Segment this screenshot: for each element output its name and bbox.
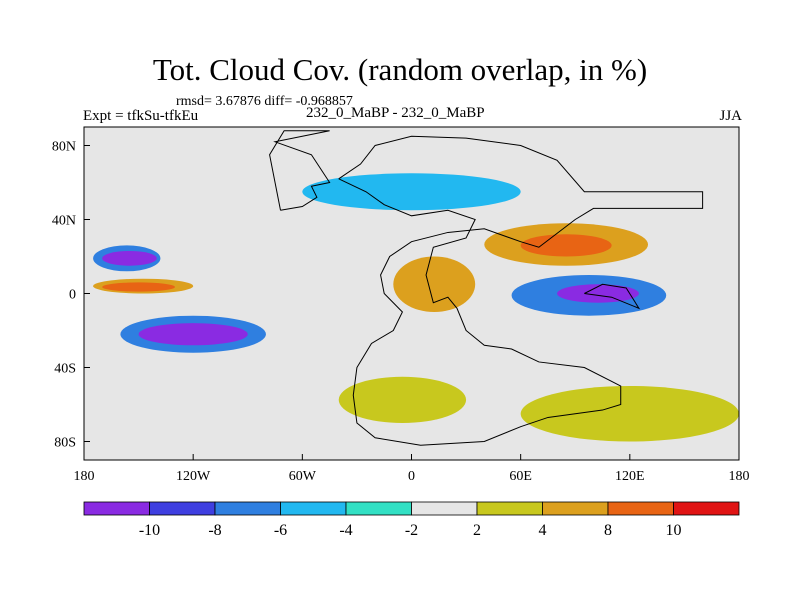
x-axis: 180 120W 60W 0 60E 120E 180 xyxy=(74,454,750,484)
x-tick-label: 120E xyxy=(615,469,645,484)
x-tick-label: 180 xyxy=(729,469,750,484)
colorbar-swatch xyxy=(411,501,478,516)
anomaly-region xyxy=(138,323,248,346)
colorbar-swatch xyxy=(345,501,412,516)
colorbar-label: -10 xyxy=(139,522,160,539)
x-tick-label: 60W xyxy=(289,469,317,484)
x-tick-label: 180 xyxy=(74,469,95,484)
anomaly-region xyxy=(520,386,739,442)
colorbar-swatch xyxy=(607,501,674,516)
x-tick-label: 120W xyxy=(176,469,211,484)
colorbar-swatch xyxy=(83,501,150,516)
anomaly-region xyxy=(302,173,521,211)
anomaly-region xyxy=(102,250,157,266)
y-tick-label: 80N xyxy=(52,140,76,155)
colorbar-label: -4 xyxy=(339,522,352,539)
colorbar-swatch xyxy=(542,501,609,516)
anomaly-region xyxy=(338,376,467,423)
colorbar-swatch xyxy=(476,501,543,516)
colorbar-swatch xyxy=(280,501,347,516)
colorbar-swatch xyxy=(149,501,216,516)
colorbar-swatch xyxy=(214,501,281,516)
colorbar-label: -6 xyxy=(274,522,287,539)
experiment-label: Expt = tfkSu-tfkEu xyxy=(83,108,199,124)
anomaly-region xyxy=(393,256,476,312)
colorbar: -10 -8 -6 -4 -2 2 4 8 10 xyxy=(83,501,740,539)
y-tick-label: 40S xyxy=(54,362,76,377)
colorbar-label: -8 xyxy=(208,522,221,539)
anomaly-region xyxy=(557,284,639,303)
coastline-outline xyxy=(269,130,704,446)
y-tick-label: 80S xyxy=(54,436,76,451)
anomaly-region xyxy=(520,234,612,257)
colorbar-label: 2 xyxy=(473,522,481,539)
y-tick-label: 0 xyxy=(69,288,76,303)
anomaly-features xyxy=(93,173,739,442)
colorbar-label: 4 xyxy=(539,522,547,539)
season-label: JJA xyxy=(719,108,742,124)
y-axis: 80N 40N 0 40S 80S xyxy=(52,140,90,451)
coastline-segment xyxy=(584,283,641,310)
x-tick-label: 60E xyxy=(509,469,532,484)
colorbar-label: 10 xyxy=(666,522,682,539)
anomaly-region xyxy=(102,282,175,292)
coastline-segment xyxy=(338,135,704,446)
y-tick-label: 40N xyxy=(52,214,76,229)
stats-label: rmsd= 3.67876 diff= -0.968857 xyxy=(176,94,353,109)
page-title: Tot. Cloud Cov. (random overlap, in %) xyxy=(152,52,648,87)
case-label: 232_0_MaBP - 232_0_MaBP xyxy=(306,105,485,121)
coastline-segment xyxy=(269,130,331,211)
colorbar-swatch xyxy=(673,501,740,516)
x-tick-label: 0 xyxy=(408,469,415,484)
colorbar-label: -2 xyxy=(405,522,418,539)
colorbar-label: 8 xyxy=(604,522,612,539)
